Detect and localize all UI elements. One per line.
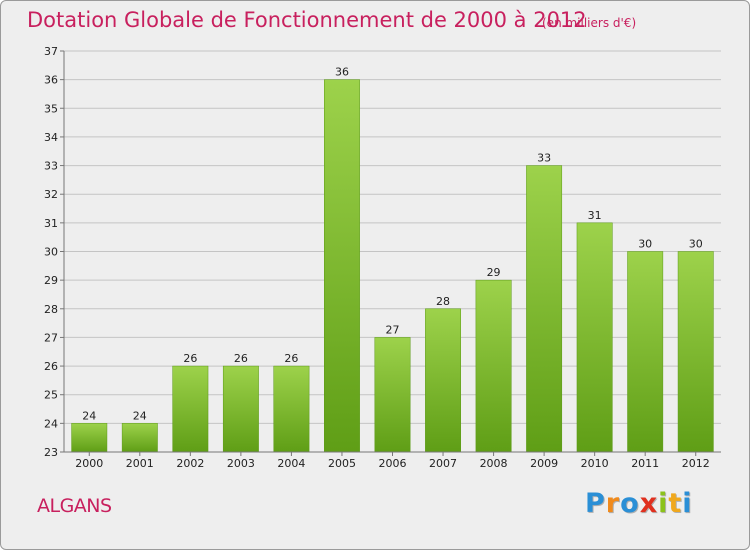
x-tick-label: 2008	[480, 457, 508, 470]
y-tick-label: 35	[44, 102, 58, 115]
proxiti-logo: Proxiti	[585, 488, 693, 519]
value-label: 30	[689, 238, 703, 251]
x-tick-label: 2002	[176, 457, 204, 470]
chart-title: Dotation Globale de Fonctionnement de 20…	[27, 8, 587, 32]
value-label: 33	[537, 152, 551, 165]
value-label: 36	[335, 66, 349, 79]
x-tick-label: 2006	[379, 457, 407, 470]
x-tick-label: 2007	[429, 457, 457, 470]
logo-letter: x	[639, 488, 659, 519]
bar-2007	[425, 308, 461, 453]
logo-letter: r	[605, 488, 621, 519]
logo-letter: i	[658, 488, 669, 519]
x-tick-label: 2001	[126, 457, 154, 470]
bar-2000	[71, 423, 108, 453]
value-label: 28	[436, 295, 450, 308]
y-tick-label: 31	[44, 217, 58, 230]
y-tick-label: 25	[44, 389, 58, 402]
value-label: 27	[386, 323, 400, 336]
bar-2006	[374, 337, 411, 453]
y-tick-label: 34	[44, 131, 58, 144]
x-tick-label: 2011	[631, 457, 659, 470]
bar-2011	[627, 251, 664, 453]
x-tick-label: 2012	[682, 457, 710, 470]
x-tick-label: 2010	[581, 457, 609, 470]
bar-2010	[576, 222, 613, 453]
bar-2009	[526, 165, 563, 453]
value-label: 30	[638, 238, 652, 251]
logo-letter: P	[585, 488, 606, 519]
value-label: 24	[133, 409, 147, 422]
y-tick-label: 26	[44, 360, 58, 373]
value-label: 24	[82, 409, 96, 422]
x-tick-label: 2003	[227, 457, 255, 470]
y-tick-label: 27	[44, 331, 58, 344]
x-tick-label: 2009	[530, 457, 558, 470]
y-tick-label: 28	[44, 303, 58, 316]
y-tick-label: 32	[44, 188, 58, 201]
bar-2005	[324, 79, 360, 453]
logo-letter: t	[668, 488, 683, 519]
y-tick-label: 29	[44, 274, 58, 287]
y-tick-label: 23	[44, 446, 58, 459]
place-name: ALGANS	[37, 495, 112, 517]
y-tick-label: 30	[44, 246, 58, 259]
value-label: 26	[284, 352, 298, 365]
bar-2001	[121, 423, 158, 453]
y-tick-label: 33	[44, 160, 58, 173]
bar-2004	[273, 365, 310, 453]
bar-2002	[172, 365, 209, 453]
logo-letter: o	[620, 488, 640, 519]
bar-2003	[222, 365, 259, 453]
value-label: 31	[588, 209, 602, 222]
y-tick-label: 37	[44, 45, 58, 58]
value-label: 26	[234, 352, 248, 365]
bar-2012	[677, 251, 714, 453]
x-tick-label: 2000	[75, 457, 103, 470]
y-tick-label: 36	[44, 74, 58, 87]
value-label: 29	[487, 266, 501, 279]
bar-2008	[475, 279, 512, 453]
x-tick-label: 2005	[328, 457, 356, 470]
value-label: 26	[183, 352, 197, 365]
y-tick-label: 24	[44, 417, 58, 430]
logo-letter: i	[682, 488, 693, 519]
x-tick-label: 2004	[277, 457, 305, 470]
chart-subtitle: (en milliers d'€)	[542, 16, 637, 30]
